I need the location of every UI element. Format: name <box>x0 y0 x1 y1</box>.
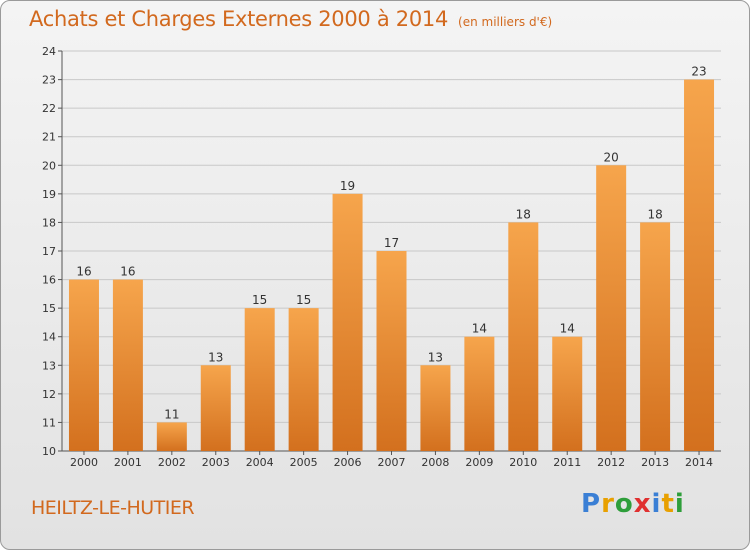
xtick-label-2013: 2013 <box>641 456 669 469</box>
xtick-label-2011: 2011 <box>553 456 581 469</box>
bar-2005 <box>288 308 319 451</box>
chart-subtitle: (en milliers d'€) <box>458 15 553 29</box>
bars <box>68 79 715 452</box>
data-label-2001: 16 <box>120 265 135 279</box>
bar-2014 <box>684 79 715 452</box>
ytick-label-13: 13 <box>42 359 56 372</box>
xtick-label-2001: 2001 <box>114 456 142 469</box>
bar-2012 <box>596 165 627 452</box>
chart-title: Achats et Charges Externes 2000 à 2014 (e… <box>29 7 552 31</box>
data-label-2005: 15 <box>296 293 311 307</box>
ytick-label-11: 11 <box>42 416 56 429</box>
bar-2003 <box>200 365 231 451</box>
commune-name: HEILTZ-LE-HUTIER <box>31 497 195 519</box>
ytick-label-14: 14 <box>42 331 56 344</box>
data-labels: 16 16 11 13 15 15 19 17 13 14 18 14 20 18 23 <box>76 65 706 422</box>
bar-2008 <box>420 365 451 451</box>
data-label-2013: 18 <box>647 207 662 221</box>
xtick-label-2000: 2000 <box>70 456 98 469</box>
xtick-label-2008: 2008 <box>421 456 449 469</box>
ytick-label-16: 16 <box>42 274 56 287</box>
ytick-label-17: 17 <box>42 245 56 258</box>
xtick-label-2005: 2005 <box>290 456 318 469</box>
xtick-label-2007: 2007 <box>378 456 406 469</box>
ytick-label-18: 18 <box>42 216 56 229</box>
data-label-2002: 11 <box>164 407 179 421</box>
xtick-label-2006: 2006 <box>334 456 362 469</box>
data-label-2009: 14 <box>472 322 487 336</box>
data-label-2010: 18 <box>516 207 531 221</box>
xtick-label-2003: 2003 <box>202 456 230 469</box>
logo-letter: P <box>581 489 602 519</box>
logo-letter: t <box>661 489 675 519</box>
ytick-label-24: 24 <box>42 45 56 58</box>
logo-letter: i <box>674 489 685 519</box>
logo-letter: o <box>614 489 634 519</box>
xtick-label-2012: 2012 <box>597 456 625 469</box>
data-label-2004: 15 <box>252 293 267 307</box>
title-text: Achats et Charges Externes 2000 à 2014 <box>29 7 449 31</box>
logo-letter: r <box>601 489 615 519</box>
ytick-label-23: 23 <box>42 74 56 87</box>
xtick-label-2014: 2014 <box>685 456 713 469</box>
proxiti-logo[interactable]: Proxiti <box>581 489 685 519</box>
ytick-label-12: 12 <box>42 388 56 401</box>
logo-letter: i <box>651 489 662 519</box>
data-label-2014: 23 <box>691 65 706 79</box>
bar-2013 <box>640 222 671 451</box>
bar-2011 <box>552 336 583 451</box>
bar-2006 <box>332 193 363 451</box>
bar-2002 <box>156 422 187 451</box>
data-label-2011: 14 <box>560 322 575 336</box>
ytick-label-21: 21 <box>42 131 56 144</box>
xtick-label-2002: 2002 <box>158 456 186 469</box>
data-label-2000: 16 <box>76 265 91 279</box>
data-label-2003: 13 <box>208 350 223 364</box>
data-label-2008: 13 <box>428 350 443 364</box>
data-label-2012: 20 <box>604 150 619 164</box>
bar-2007 <box>376 251 407 451</box>
ytick-label-10: 10 <box>42 445 56 458</box>
bar-2010 <box>508 222 539 451</box>
bar-2009 <box>464 336 495 451</box>
xtick-label-2009: 2009 <box>465 456 493 469</box>
data-label-2006: 19 <box>340 179 355 193</box>
ytick-label-20: 20 <box>42 159 56 172</box>
xtick-label-2010: 2010 <box>509 456 537 469</box>
data-label-2007: 17 <box>384 236 399 250</box>
ytick-label-19: 19 <box>42 188 56 201</box>
ytick-label-22: 22 <box>42 102 56 115</box>
bar-2001 <box>112 279 143 451</box>
bar-2000 <box>68 279 99 451</box>
bar-2004 <box>244 308 275 451</box>
logo-letter: x <box>633 489 652 519</box>
ytick-label-15: 15 <box>42 302 56 315</box>
xtick-label-2004: 2004 <box>246 456 274 469</box>
